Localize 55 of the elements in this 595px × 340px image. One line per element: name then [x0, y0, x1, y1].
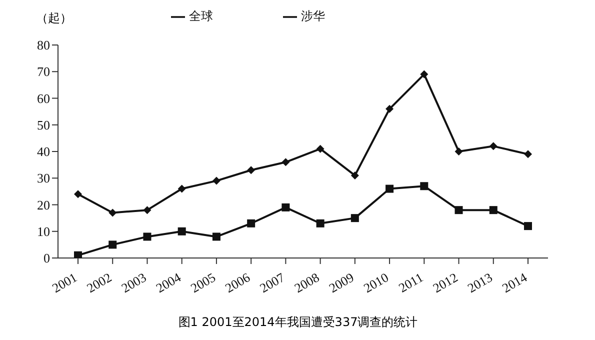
- legend-label: 全球: [189, 9, 213, 23]
- x-tick-label: 2013: [464, 270, 495, 296]
- x-tick-label: 2012: [430, 270, 460, 296]
- point: [178, 227, 186, 236]
- point: [108, 208, 117, 217]
- point: [420, 70, 428, 78]
- x-tick-label: 2001: [49, 270, 80, 296]
- point: [212, 232, 220, 241]
- x-tick-label: 2004: [153, 269, 184, 296]
- point: [282, 203, 290, 212]
- point: [212, 176, 220, 185]
- point: [420, 182, 428, 190]
- x-tick-label: 2007: [257, 269, 288, 296]
- y-tick-label: 0: [44, 250, 50, 266]
- y-tick-label: 20: [37, 197, 50, 212]
- x-tick-label: 2009: [326, 270, 356, 296]
- point: [350, 214, 359, 222]
- point: [178, 184, 186, 193]
- point: [454, 148, 463, 156]
- x-tick-label: 2002: [84, 270, 114, 296]
- y-tick-label: 30: [37, 170, 50, 186]
- point: [386, 104, 394, 113]
- point: [282, 158, 290, 166]
- point: [524, 150, 532, 158]
- point: [489, 142, 498, 150]
- x-tick-label: 2011: [396, 270, 426, 296]
- point: [108, 240, 117, 249]
- point: [386, 184, 394, 193]
- y-tick-label: 50: [37, 117, 50, 132]
- legend-label: 涉华: [301, 9, 325, 23]
- point: [247, 166, 256, 174]
- x-tick-label: 2008: [292, 270, 322, 296]
- x-tick-label: 2010: [361, 270, 392, 296]
- text: 图1 2001至2014年我国遭受337调查的统计: [177, 314, 419, 331]
- y-tick-label: 10: [37, 224, 50, 239]
- x-tick-label: 2005: [188, 270, 218, 296]
- y-tick-label: 80: [37, 38, 50, 53]
- point: [316, 219, 324, 228]
- y-tick-label: 70: [37, 64, 50, 80]
- x-tick-label: 2003: [118, 270, 149, 296]
- point: [247, 219, 256, 228]
- point: [143, 232, 152, 241]
- point: [74, 190, 82, 198]
- point: [74, 251, 82, 258]
- point: [350, 171, 359, 180]
- y-tick-label: 60: [37, 90, 50, 106]
- point: [489, 206, 498, 214]
- point: [143, 206, 152, 214]
- y-tick-label: 40: [37, 144, 50, 160]
- x-tick-label: 2006: [222, 269, 254, 296]
- point: [524, 222, 532, 230]
- x-tick-label: 2014: [499, 269, 530, 296]
- y-axis-title: （起）: [36, 10, 72, 27]
- point: [454, 206, 463, 214]
- point: [316, 144, 324, 153]
